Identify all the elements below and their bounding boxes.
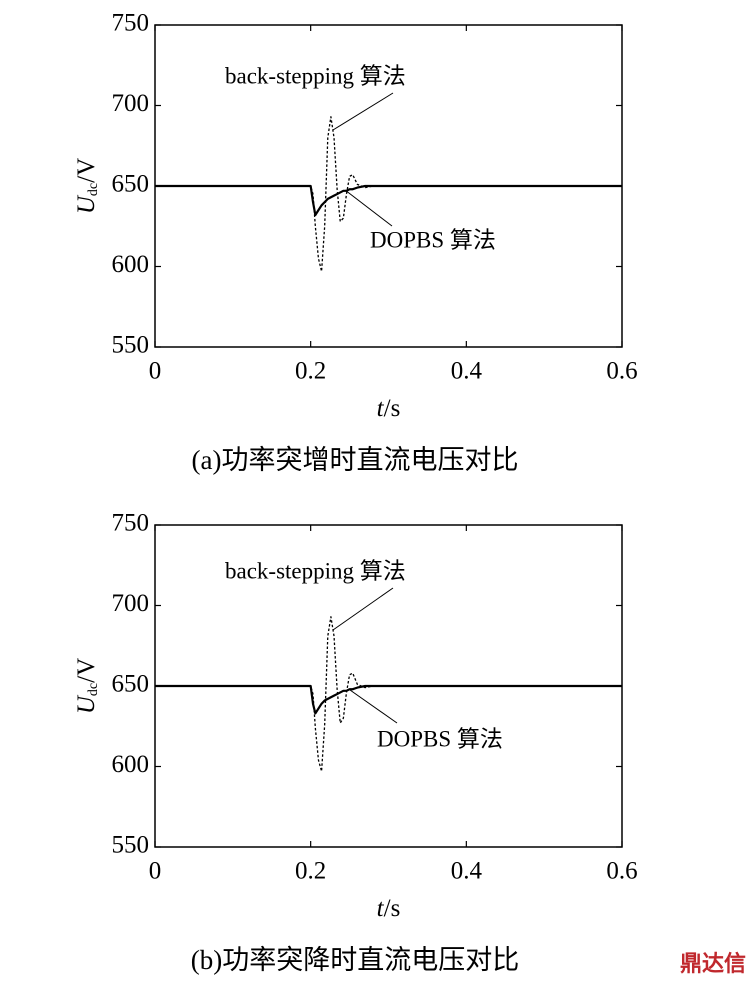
series-annotation: back-stepping 算法 <box>225 558 406 583</box>
x-label-unit: /s <box>384 895 401 922</box>
x-tick-label: 0 <box>149 858 162 885</box>
y-label-unit: /V <box>73 658 100 683</box>
x-tick-label: 0.2 <box>295 858 326 885</box>
series-annotation: DOPBS 算法 <box>377 726 503 751</box>
x-axis-label: t/s <box>377 395 401 422</box>
y-label-unit: /V <box>73 158 100 183</box>
y-label-subscript: dc <box>86 683 101 696</box>
y-tick-label: 600 <box>112 251 150 278</box>
x-axis-label: t/s <box>377 895 401 922</box>
caption: (b)功率突降时直流电压对比 <box>191 945 519 975</box>
watermark: 鼎达信 <box>680 951 746 977</box>
y-tick-label: 550 <box>112 332 150 359</box>
x-tick-label: 0.2 <box>295 358 326 385</box>
caption: (a)功率突增时直流电压对比 <box>192 445 519 475</box>
x-tick-label: 0.6 <box>606 358 637 385</box>
x-label-symbol: t <box>377 395 385 422</box>
x-tick-label: 0.4 <box>451 358 483 385</box>
y-tick-label: 650 <box>112 171 150 198</box>
y-label-symbol: U <box>73 694 100 714</box>
x-tick-label: 0.6 <box>606 858 637 885</box>
series-annotation: back-stepping 算法 <box>225 63 406 88</box>
x-tick-label: 0.4 <box>451 858 483 885</box>
y-tick-label: 750 <box>112 510 150 537</box>
y-tick-label: 700 <box>112 90 150 117</box>
series-line <box>155 684 622 715</box>
series-line <box>155 116 622 272</box>
x-label-symbol: t <box>377 895 385 922</box>
y-tick-label: 650 <box>112 671 150 698</box>
y-tick-label: 750 <box>112 10 150 37</box>
series-line <box>155 184 622 217</box>
y-label-subscript: dc <box>86 183 101 196</box>
y-axis-label: Udc/V <box>73 158 101 214</box>
annotation-leader <box>349 689 398 724</box>
annotation-leader <box>332 92 394 131</box>
y-tick-label: 700 <box>112 590 150 617</box>
series-annotation: DOPBS 算法 <box>370 227 496 252</box>
y-axis-label: Udc/V <box>73 658 101 714</box>
annotation-leader <box>344 189 393 227</box>
x-tick-label: 0 <box>149 358 162 385</box>
x-label-unit: /s <box>384 395 401 422</box>
annotation-leader <box>332 587 394 631</box>
y-label-symbol: U <box>73 194 100 214</box>
y-tick-label: 600 <box>112 751 150 778</box>
y-tick-label: 550 <box>112 832 150 859</box>
